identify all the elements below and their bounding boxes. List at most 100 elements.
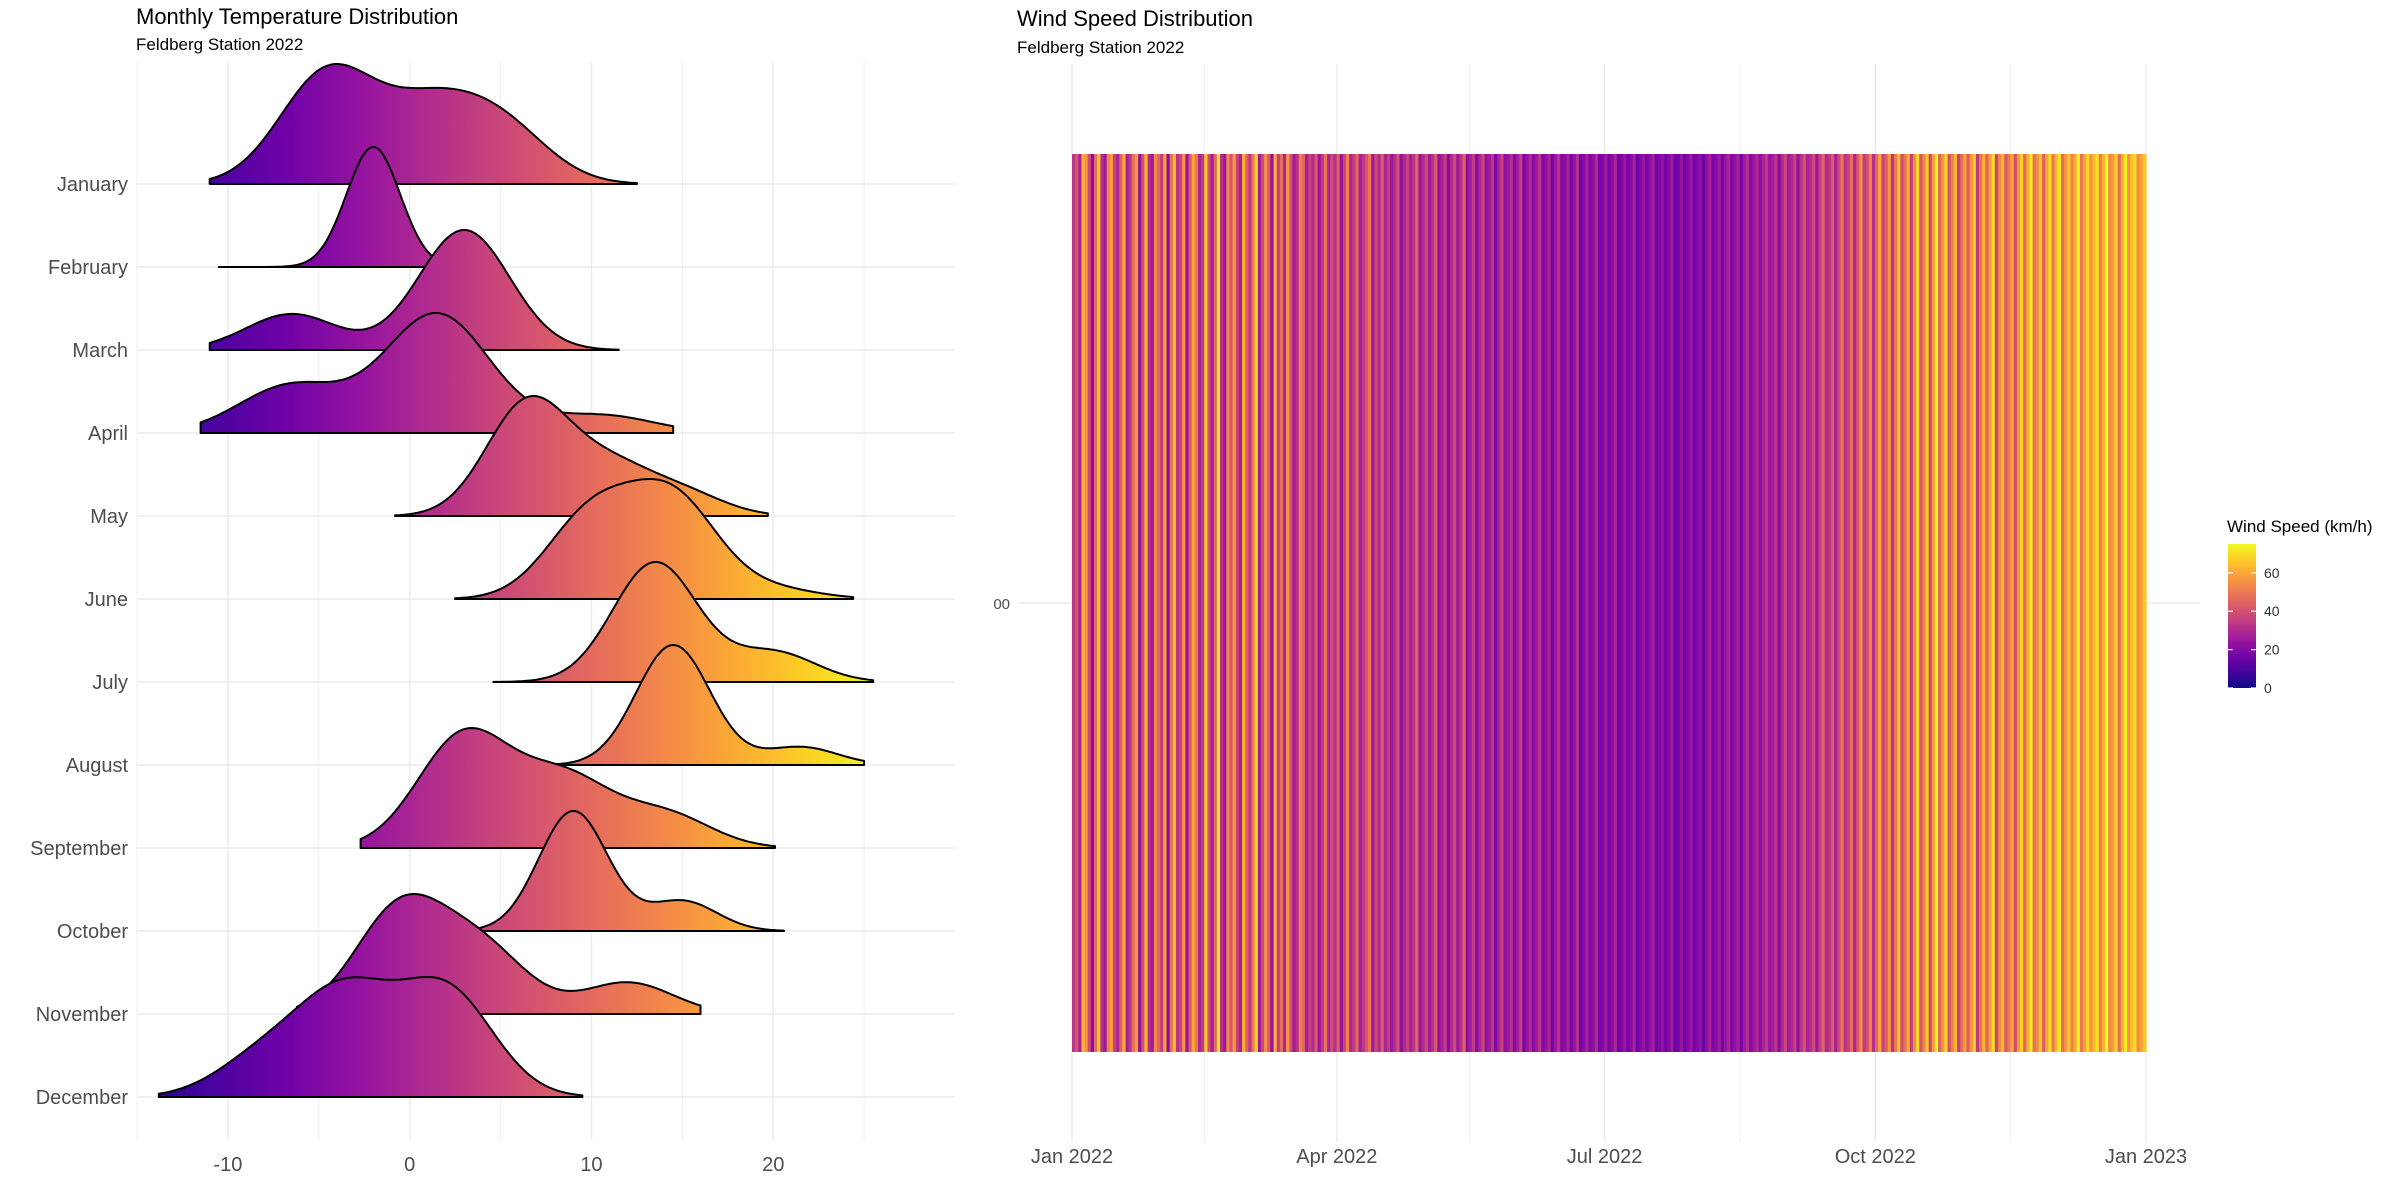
wind-day-stripe (1147, 154, 1152, 1052)
wind-day-stripe (1368, 154, 1372, 1052)
wind-day-stripe (1528, 154, 1533, 1052)
wind-day-stripe (1153, 154, 1158, 1052)
wind-day-stripe (1931, 154, 1936, 1052)
wind-day-stripe (1799, 154, 1804, 1052)
wind-day-stripe (1396, 154, 1401, 1052)
wind-day-stripe (2083, 154, 2087, 1052)
ridgeline-y-tick-label: September (30, 838, 128, 860)
wind-day-stripe (1415, 154, 1420, 1052)
wind-day-stripe (2032, 154, 2037, 1052)
wind-x-axis: Jan 2022 Apr 2022 Jul 2022 Oct 2022 Jan 2023 (1031, 1146, 2187, 1168)
wind-day-stripe (1698, 154, 1703, 1052)
wind-day-stripe (2045, 154, 2049, 1052)
wind-day-stripe (2117, 154, 2122, 1052)
wind-day-stripe (1490, 154, 1495, 1052)
wind-day-stripe (1279, 154, 1284, 1052)
wind-day-stripe (1377, 154, 1382, 1052)
wind-day-stripe (1276, 154, 1281, 1052)
wind-day-stripe (1519, 154, 1523, 1052)
wind-day-stripe (1257, 154, 1262, 1052)
wind-day-stripe (1827, 154, 1832, 1052)
wind-day-stripe (1572, 154, 1577, 1052)
wind-day-stripe (1097, 154, 1101, 1052)
ridgeline-grid (136, 62, 955, 1140)
wind-day-stripe (1179, 154, 1183, 1052)
wind-day-stripe (1075, 154, 1079, 1052)
wind-day-stripe (1768, 154, 1772, 1052)
wind-day-stripe (2060, 154, 2065, 1052)
wind-day-stripe (1733, 154, 1738, 1052)
wind-day-stripe (1081, 154, 1086, 1052)
wind-day-stripe (2001, 154, 2005, 1052)
wind-day-stripe (1900, 154, 1905, 1052)
wind-day-stripe (1364, 154, 1369, 1052)
wind-day-stripe (1538, 154, 1542, 1052)
ridgeline-subtitle: Feldberg Station 2022 (136, 35, 303, 54)
wind-day-stripe (1988, 154, 1993, 1052)
wind-day-stripe (1327, 154, 1331, 1052)
wind-day-stripe (1220, 154, 1224, 1052)
wind-day-stripe (1591, 154, 1596, 1052)
wind-day-stripe (1575, 154, 1580, 1052)
wind-day-stripe (2004, 154, 2009, 1052)
wind-day-stripe (1824, 154, 1829, 1052)
wind-day-stripe (1516, 154, 1520, 1052)
wind-day-stripe (1512, 154, 1517, 1052)
wind-day-stripe (1890, 154, 1895, 1052)
wind-day-stripe (1078, 154, 1083, 1052)
wind-day-stripe (2042, 154, 2046, 1052)
wind-day-stripe (1985, 154, 1990, 1052)
wind-day-stripe (1853, 154, 1857, 1052)
wind-day-stripe (1248, 154, 1253, 1052)
wind-heatmap-panel: Wind Speed Distribution Feldberg Station… (993, 6, 2372, 1168)
wind-day-stripe (1446, 154, 1451, 1052)
wind-day-stripe (1418, 154, 1423, 1052)
wind-day-stripe (1172, 154, 1177, 1052)
wind-day-stripe (1679, 154, 1684, 1052)
wind-day-stripe (1963, 154, 1968, 1052)
wind-day-stripe (1169, 154, 1174, 1052)
ridgeline-x-tick-label: 20 (762, 1154, 784, 1176)
wind-day-stripe (1717, 154, 1722, 1052)
wind-day-stripe (1119, 154, 1123, 1052)
wind-day-stripe (1112, 154, 1117, 1052)
wind-day-stripe (1475, 154, 1479, 1052)
wind-day-stripe (2073, 154, 2078, 1052)
ridge-march (208, 229, 620, 351)
ridge-february (217, 146, 462, 268)
wind-stripes (1072, 154, 2147, 1052)
wind-day-stripe (1582, 154, 1586, 1052)
wind-day-stripe (1972, 154, 1977, 1052)
wind-day-stripe (1424, 154, 1429, 1052)
wind-day-stripe (2013, 154, 2018, 1052)
wind-day-stripe (1629, 154, 1634, 1052)
wind-day-stripe (1783, 154, 1788, 1052)
ridge-january (208, 63, 638, 185)
wind-day-stripe (1443, 154, 1448, 1052)
wind-day-stripe (1736, 154, 1741, 1052)
wind-day-stripe (1122, 154, 1127, 1052)
wind-legend: Wind Speed (km/h) 0 20 40 60 (2227, 517, 2373, 696)
wind-day-stripe (1292, 154, 1297, 1052)
wind-day-stripe (1456, 154, 1460, 1052)
wind-day-stripe (2136, 154, 2141, 1052)
wind-day-stripe (1317, 154, 1322, 1052)
wind-day-stripe (1771, 154, 1775, 1052)
wind-day-stripe (1664, 154, 1668, 1052)
wind-day-stripe (2051, 154, 2056, 1052)
wind-day-stripe (1928, 154, 1933, 1052)
wind-day-stripe (1994, 154, 1999, 1052)
wind-day-stripe (1141, 154, 1146, 1052)
wind-day-stripe (1270, 154, 1275, 1052)
wind-day-stripe (1468, 154, 1473, 1052)
legend-colorbar (2228, 544, 2256, 688)
wind-day-stripe (1604, 154, 1609, 1052)
wind-day-stripe (1188, 154, 1193, 1052)
ridgeline-y-tick-label: July (92, 672, 128, 694)
wind-day-stripe (1947, 154, 1952, 1052)
wind-day-stripe (1251, 154, 1256, 1052)
wind-day-stripe (1912, 154, 1917, 1052)
wind-day-stripe (1868, 154, 1873, 1052)
wind-day-stripe (1894, 154, 1898, 1052)
wind-day-stripe (1705, 154, 1709, 1052)
